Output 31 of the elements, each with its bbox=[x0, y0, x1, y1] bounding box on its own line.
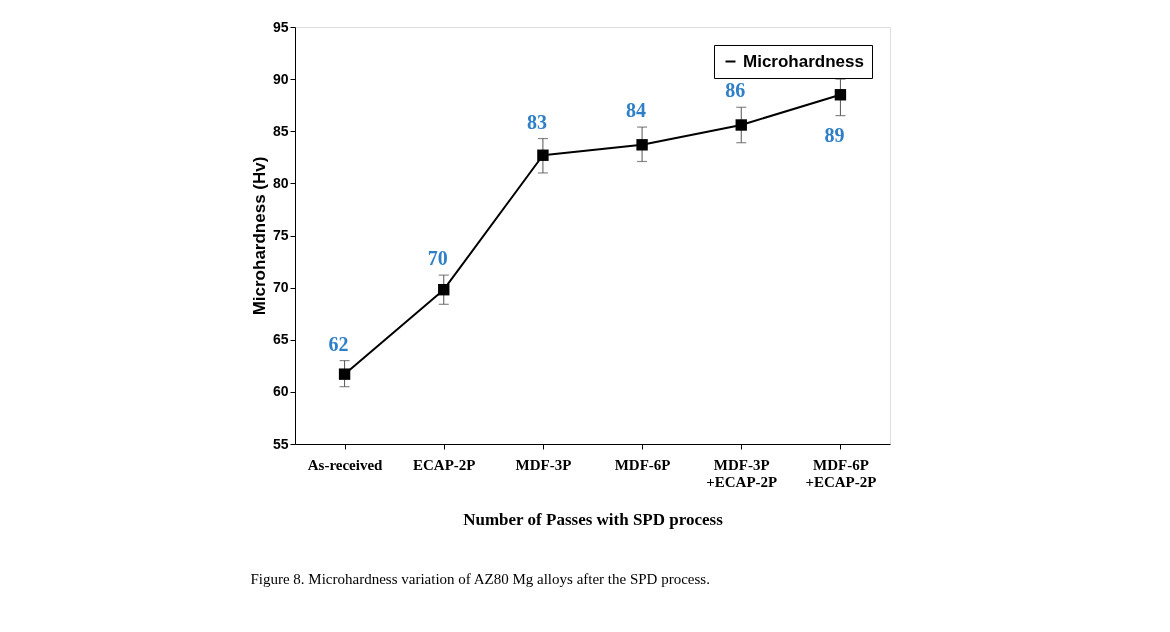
data-label: 89 bbox=[824, 123, 845, 146]
legend-label: Microhardness bbox=[743, 51, 864, 71]
x-tick-label: As-received bbox=[307, 456, 384, 473]
y-tick-label: 90 bbox=[272, 70, 289, 87]
x-tick-label: MDF-6P bbox=[614, 456, 671, 473]
y-tick-label: 80 bbox=[272, 174, 289, 191]
y-tick-label: 65 bbox=[272, 331, 289, 348]
data-label: 84 bbox=[626, 99, 647, 122]
x-tick-label: ECAP-2P bbox=[413, 456, 476, 473]
point bbox=[834, 89, 847, 101]
data-label: 70 bbox=[427, 247, 448, 270]
data-label: 83 bbox=[526, 110, 547, 133]
data-label: 62 bbox=[328, 332, 349, 355]
y-tick-label: 60 bbox=[272, 383, 289, 400]
y-tick-label: 85 bbox=[272, 122, 289, 139]
point bbox=[636, 139, 648, 151]
y-tick-label: 55 bbox=[272, 435, 289, 452]
point bbox=[438, 284, 450, 296]
x-tick-label: MDF-6P +ECAP-2P bbox=[805, 456, 877, 490]
y-tick-label: 95 bbox=[272, 18, 289, 35]
data-label: 86 bbox=[725, 79, 746, 102]
x-tick-label: MDF-3P bbox=[515, 456, 572, 473]
point bbox=[537, 149, 549, 161]
x-tick-label: MDF-3P +ECAP-2P bbox=[706, 456, 778, 490]
caption: Figure 8. Microhardness variation of AZ80 Mg alloys after the SPD process. bbox=[250, 571, 710, 587]
y-tick-label: 75 bbox=[272, 227, 289, 243]
y-tick-label: 70 bbox=[272, 279, 289, 296]
x-axis-title: Number of Passes with SPD process bbox=[463, 509, 724, 529]
point bbox=[735, 119, 747, 131]
y-axis-title: Microhardness (Hv) bbox=[249, 156, 269, 316]
point bbox=[338, 368, 351, 380]
